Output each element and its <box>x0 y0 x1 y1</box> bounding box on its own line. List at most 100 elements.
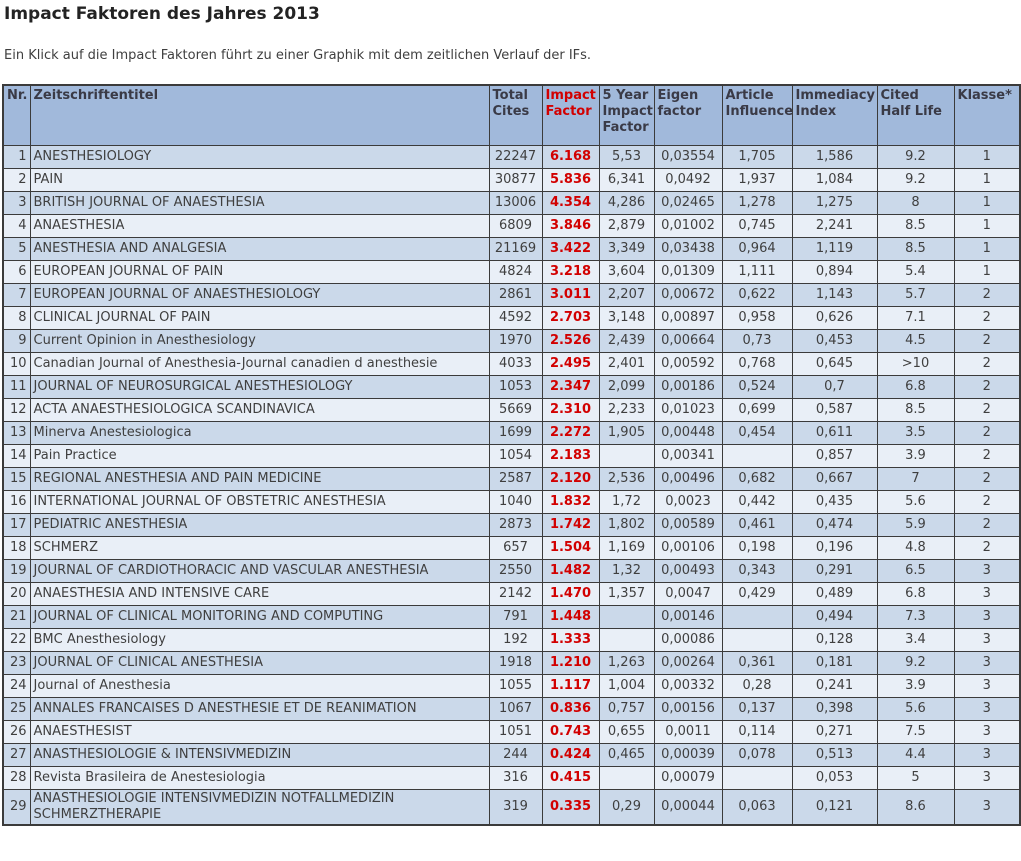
total-cites-cell: 6809 <box>488 213 543 238</box>
klasse-cell: 3 <box>953 719 1021 744</box>
article-influence-cell: 0,137 <box>721 696 793 721</box>
eigenfactor-cell: 0,00156 <box>653 696 723 721</box>
impact-factor-link[interactable]: 0.415 <box>541 765 600 790</box>
cited-half-life-cell: 8 <box>876 190 955 215</box>
five-year-if-cell: 0,757 <box>598 696 655 721</box>
klasse-cell: 3 <box>953 788 1021 825</box>
impact-factor-link[interactable]: 1.504 <box>541 535 600 560</box>
eigenfactor-cell: 0,0492 <box>653 167 723 192</box>
impact-factor-link[interactable]: 4.354 <box>541 190 600 215</box>
klasse-cell: 2 <box>953 328 1021 353</box>
immediacy-index-cell: 2,241 <box>791 213 878 238</box>
total-cites-cell: 21169 <box>488 236 543 261</box>
table-row: 10 Canadian Journal of Anesthesia-Journa… <box>2 351 1021 376</box>
eigenfactor-cell: 0,00086 <box>653 627 723 652</box>
impact-factor-link[interactable]: 2.183 <box>541 443 600 468</box>
impact-factor-link[interactable]: 5.836 <box>541 167 600 192</box>
impact-factor-link[interactable]: 0.836 <box>541 696 600 721</box>
row-number-cell: 10 <box>2 351 31 376</box>
cited-half-life-cell: 8.5 <box>876 213 955 238</box>
impact-factor-link[interactable]: 3.011 <box>541 282 600 307</box>
impact-factor-link[interactable]: 1.333 <box>541 627 600 652</box>
table-row: 26 ANAESTHESIST 1051 0.743 0,655 0,0011 … <box>2 719 1021 744</box>
column-header-total-cites: Total Cites <box>488 84 543 146</box>
impact-factor-link[interactable]: 0.743 <box>541 719 600 744</box>
immediacy-index-cell: 0,474 <box>791 512 878 537</box>
impact-factor-link[interactable]: 2.120 <box>541 466 600 491</box>
total-cites-cell: 4824 <box>488 259 543 284</box>
row-number-cell: 4 <box>2 213 31 238</box>
total-cites-cell: 30877 <box>488 167 543 192</box>
eigenfactor-cell: 0,00589 <box>653 512 723 537</box>
table-row: 15 REGIONAL ANESTHESIA AND PAIN MEDICINE… <box>2 466 1021 491</box>
immediacy-index-cell: 0,121 <box>791 788 878 825</box>
impact-factor-link[interactable]: 2.310 <box>541 397 600 422</box>
cited-half-life-cell: 3.4 <box>876 627 955 652</box>
impact-factor-link[interactable]: 2.703 <box>541 305 600 330</box>
klasse-cell: 3 <box>953 604 1021 629</box>
eigenfactor-cell: 0,00493 <box>653 558 723 583</box>
five-year-if-cell: 1,263 <box>598 650 655 675</box>
eigenfactor-cell: 0,00186 <box>653 374 723 399</box>
article-influence-cell: 0,622 <box>721 282 793 307</box>
column-header-5-year-impact-factor: 5 Year Impact Factor <box>598 84 655 146</box>
five-year-if-cell: 0,655 <box>598 719 655 744</box>
journal-title-cell: ANASTHESIOLOGIE INTENSIVMEDIZIN NOTFALLM… <box>29 788 490 825</box>
table-row: 2 PAIN 30877 5.836 6,341 0,0492 1,937 1,… <box>2 167 1021 192</box>
column-header-article-influence: Article Influence <box>721 84 793 146</box>
immediacy-index-cell: 0,667 <box>791 466 878 491</box>
impact-factor-link[interactable]: 0.335 <box>541 788 600 825</box>
impact-factor-link[interactable]: 1.832 <box>541 489 600 514</box>
impact-factor-link[interactable]: 1.117 <box>541 673 600 698</box>
column-header-klasse: Klasse* <box>953 84 1021 146</box>
klasse-cell: 1 <box>953 167 1021 192</box>
impact-factor-link[interactable]: 1.470 <box>541 581 600 606</box>
impact-factor-link[interactable]: 1.210 <box>541 650 600 675</box>
article-influence-cell: 0,958 <box>721 305 793 330</box>
impact-factor-link[interactable]: 2.272 <box>541 420 600 445</box>
journal-title-cell: JOURNAL OF CARDIOTHORACIC AND VASCULAR A… <box>29 558 490 583</box>
impact-factor-link[interactable]: 2.526 <box>541 328 600 353</box>
article-influence-cell: 0,768 <box>721 351 793 376</box>
impact-factor-link[interactable]: 3.846 <box>541 213 600 238</box>
eigenfactor-cell: 0,00664 <box>653 328 723 353</box>
impact-factor-link[interactable]: 2.495 <box>541 351 600 376</box>
journal-title-cell: REGIONAL ANESTHESIA AND PAIN MEDICINE <box>29 466 490 491</box>
article-influence-cell: 0,442 <box>721 489 793 514</box>
klasse-cell: 2 <box>953 443 1021 468</box>
impact-factor-link[interactable]: 0.424 <box>541 742 600 767</box>
row-number-cell: 2 <box>2 167 31 192</box>
journal-title-cell: EUROPEAN JOURNAL OF PAIN <box>29 259 490 284</box>
cited-half-life-cell: 3.9 <box>876 673 955 698</box>
five-year-if-cell <box>598 627 655 652</box>
row-number-cell: 20 <box>2 581 31 606</box>
cited-half-life-cell: 5.6 <box>876 696 955 721</box>
row-number-cell: 6 <box>2 259 31 284</box>
cited-half-life-cell: 7.5 <box>876 719 955 744</box>
impact-factor-link[interactable]: 1.482 <box>541 558 600 583</box>
five-year-if-cell: 2,879 <box>598 213 655 238</box>
journal-title-cell: JOURNAL OF CLINICAL ANESTHESIA <box>29 650 490 675</box>
page-title: Impact Faktoren des Jahres 2013 <box>4 4 320 24</box>
impact-factor-link[interactable]: 6.168 <box>541 144 600 169</box>
five-year-if-cell: 4,286 <box>598 190 655 215</box>
total-cites-cell: 192 <box>488 627 543 652</box>
immediacy-index-cell: 0,398 <box>791 696 878 721</box>
impact-factor-link[interactable]: 1.448 <box>541 604 600 629</box>
immediacy-index-cell: 0,513 <box>791 742 878 767</box>
eigenfactor-cell: 0,00044 <box>653 788 723 825</box>
five-year-if-cell: 1,72 <box>598 489 655 514</box>
immediacy-index-cell: 0,241 <box>791 673 878 698</box>
impact-factor-link[interactable]: 3.218 <box>541 259 600 284</box>
table-row: 11 JOURNAL OF NEUROSURGICAL ANESTHESIOLO… <box>2 374 1021 399</box>
impact-factor-link[interactable]: 2.347 <box>541 374 600 399</box>
klasse-cell: 2 <box>953 351 1021 376</box>
total-cites-cell: 4592 <box>488 305 543 330</box>
eigenfactor-cell: 0,02465 <box>653 190 723 215</box>
impact-factor-link[interactable]: 3.422 <box>541 236 600 261</box>
klasse-cell: 1 <box>953 190 1021 215</box>
row-number-cell: 7 <box>2 282 31 307</box>
total-cites-cell: 1054 <box>488 443 543 468</box>
row-number-cell: 24 <box>2 673 31 698</box>
impact-factor-link[interactable]: 1.742 <box>541 512 600 537</box>
